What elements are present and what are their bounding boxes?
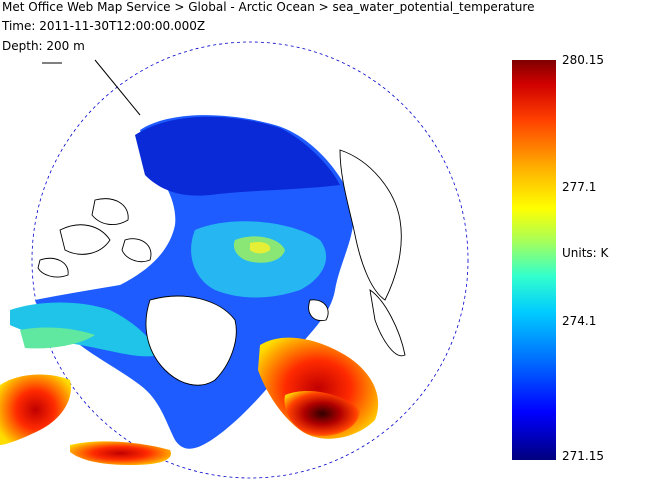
- land-greenland: [145, 295, 237, 386]
- land-eurasia: [339, 149, 402, 301]
- color-scale-bar: [512, 60, 556, 460]
- legend-units: Units: K: [562, 246, 609, 260]
- land-archipelago-1: [59, 224, 111, 255]
- time-label: Time: 2011-11-30T12:00:00.000Z: [2, 19, 206, 33]
- land-novaya-zemlya: [369, 289, 406, 357]
- legend-upper: 277.1: [562, 180, 597, 194]
- green-shelf: [20, 327, 95, 349]
- deep-cold-water: [135, 116, 340, 196]
- land-archipelago-2: [91, 198, 129, 226]
- bottom-warm-water: [70, 441, 171, 465]
- shelf-water-left: [10, 302, 160, 357]
- legend-lower: 274.1: [562, 314, 597, 328]
- polar-boundary: [31, 41, 469, 479]
- land-archipelago-4: [37, 257, 69, 278]
- legend-max: 280.15: [562, 53, 604, 67]
- atlantic-hot-core: [284, 390, 360, 437]
- map-title: Met Office Web Map Service > Global - Ar…: [2, 0, 535, 14]
- coastlines: [37, 149, 406, 386]
- land-svalbard: [308, 299, 329, 322]
- land-archipelago-3: [121, 238, 152, 263]
- depth-label: Depth: 200 m: [2, 39, 85, 53]
- legend-min: 271.15: [562, 449, 604, 463]
- pointer-line: [94, 59, 141, 116]
- warm-patch-2: [250, 241, 271, 254]
- pacific-warm-water: [0, 374, 71, 445]
